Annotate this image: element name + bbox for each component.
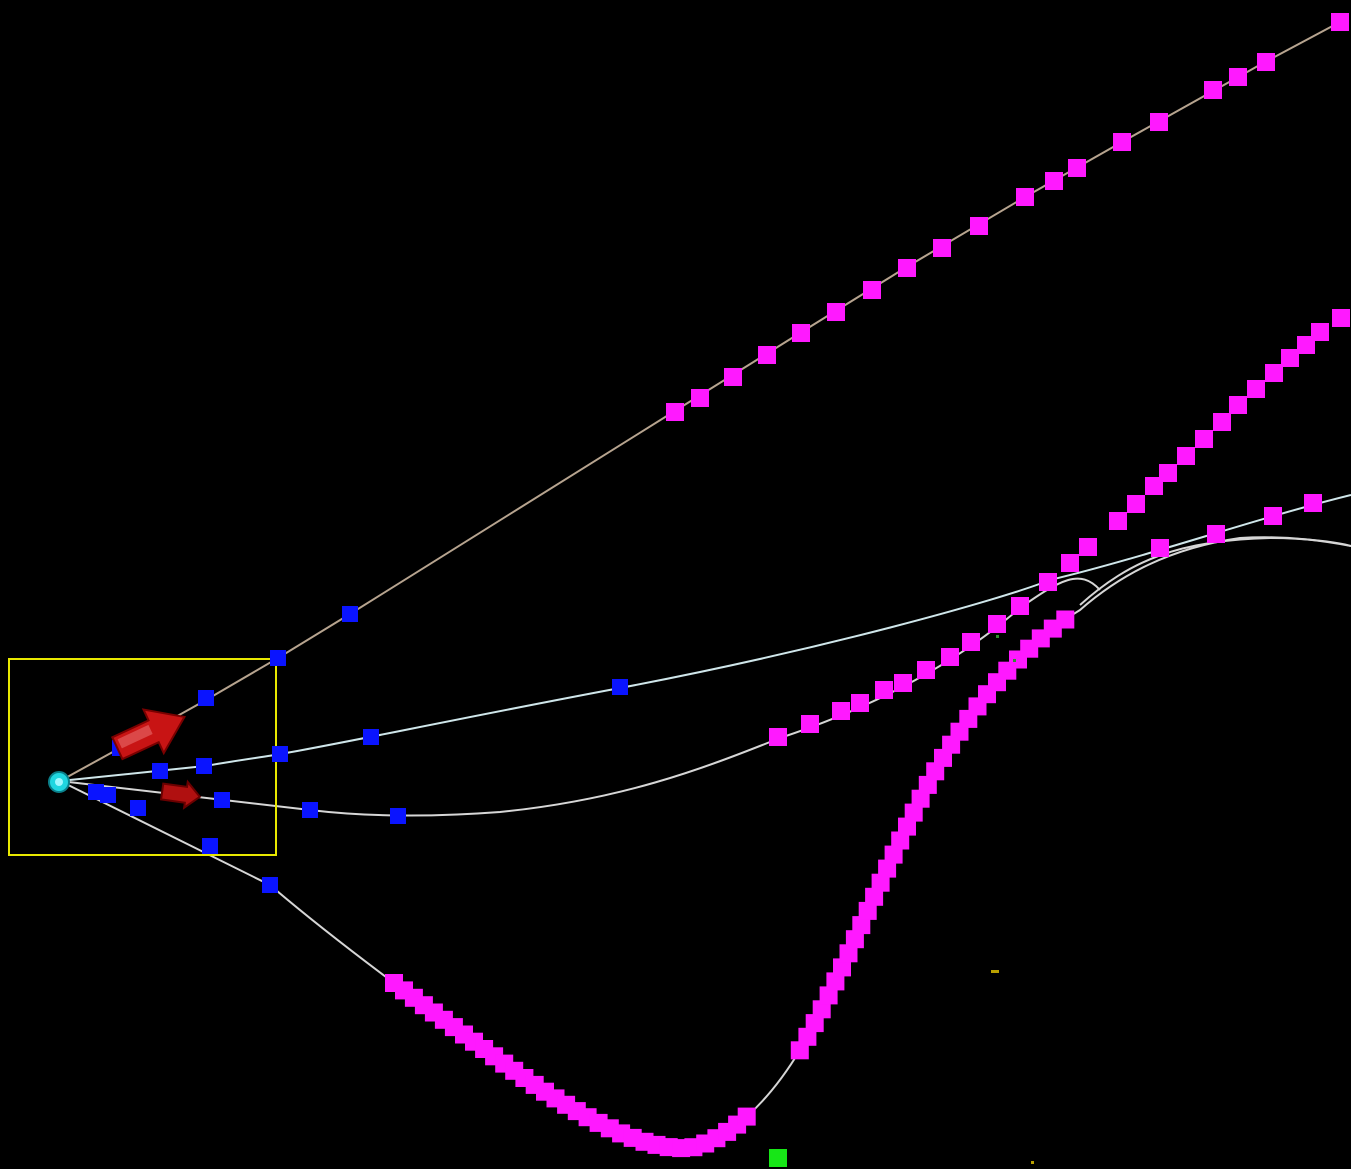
waypoint-marker-icon[interactable] (270, 650, 286, 666)
waypoint-marker-icon[interactable] (198, 690, 214, 706)
waypoint-marker-icon[interactable] (262, 877, 278, 893)
waypoint-marker-icon[interactable] (724, 368, 742, 386)
waypoint-marker-icon[interactable] (1207, 525, 1225, 543)
waypoint-marker-icon[interactable] (1109, 512, 1127, 530)
origin-marker-icon[interactable] (49, 772, 69, 792)
waypoint-marker-icon[interactable] (801, 715, 819, 733)
waypoint-marker-icon[interactable] (962, 633, 980, 651)
waypoint-marker-icon[interactable] (758, 346, 776, 364)
waypoint-marker-icon[interactable] (1068, 159, 1086, 177)
waypoint-marker-icon[interactable] (1016, 188, 1034, 206)
waypoint-marker-icon[interactable] (214, 792, 230, 808)
waypoint-marker-icon[interactable] (832, 702, 850, 720)
waypoint-marker-icon[interactable] (1264, 507, 1282, 525)
waypoint-marker-icon[interactable] (1195, 430, 1213, 448)
waypoint-marker-icon[interactable] (1113, 133, 1131, 151)
debris-speck (991, 970, 999, 973)
waypoint-marker-icon[interactable] (1332, 309, 1350, 327)
waypoint-marker-icon[interactable] (202, 838, 218, 854)
waypoint-marker-icon[interactable] (851, 694, 869, 712)
waypoint-marker-icon[interactable] (1247, 380, 1265, 398)
waypoint-marker-icon[interactable] (100, 787, 116, 803)
waypoint-marker-icon[interactable] (196, 758, 212, 774)
waypoint-marker-icon[interactable] (666, 403, 684, 421)
waypoint-marker-icon[interactable] (875, 681, 893, 699)
waypoint-marker-icon[interactable] (363, 729, 379, 745)
waypoint-marker-icon[interactable] (1331, 13, 1349, 31)
waypoint-marker-icon[interactable] (738, 1108, 756, 1126)
waypoint-marker-icon[interactable] (970, 217, 988, 235)
waypoint-marker-icon[interactable] (1151, 539, 1169, 557)
waypoint-marker-icon[interactable] (1045, 172, 1063, 190)
waypoint-marker-icon[interactable] (827, 303, 845, 321)
waypoint-marker-icon[interactable] (1061, 554, 1079, 572)
waypoint-marker-icon[interactable] (691, 389, 709, 407)
waypoint-marker-icon[interactable] (1039, 573, 1057, 591)
waypoint-marker-icon[interactable] (1229, 396, 1247, 414)
waypoint-marker-icon[interactable] (941, 648, 959, 666)
waypoint-marker-icon[interactable] (1281, 349, 1299, 367)
waypoint-marker-icon[interactable] (1177, 447, 1195, 465)
debris-speck (1013, 659, 1016, 662)
waypoint-marker-icon[interactable] (769, 728, 787, 746)
waypoint-marker-icon[interactable] (1127, 495, 1145, 513)
waypoint-marker-icon[interactable] (1159, 464, 1177, 482)
waypoint-marker-icon[interactable] (988, 615, 1006, 633)
goal-marker-icon[interactable] (769, 1149, 787, 1167)
waypoint-marker-icon[interactable] (1229, 68, 1247, 86)
debris-speck (996, 635, 999, 638)
waypoint-marker-icon[interactable] (1311, 323, 1329, 341)
waypoint-marker-icon[interactable] (898, 259, 916, 277)
waypoint-marker-icon[interactable] (272, 746, 288, 762)
waypoint-marker-icon[interactable] (1304, 494, 1322, 512)
waypoint-marker-icon[interactable] (894, 674, 912, 692)
waypoint-marker-icon[interactable] (612, 679, 628, 695)
waypoint-marker-icon[interactable] (933, 239, 951, 257)
waypoint-marker-icon[interactable] (130, 800, 146, 816)
waypoint-marker-icon[interactable] (302, 802, 318, 818)
waypoint-marker-icon[interactable] (1204, 81, 1222, 99)
waypoint-marker-icon[interactable] (863, 281, 881, 299)
waypoint-marker-icon[interactable] (792, 324, 810, 342)
debris-speck (1031, 1161, 1034, 1164)
waypoint-marker-icon[interactable] (1150, 113, 1168, 131)
waypoint-marker-icon[interactable] (1257, 53, 1275, 71)
waypoint-marker-icon[interactable] (1265, 364, 1283, 382)
waypoint-marker-icon[interactable] (1213, 413, 1231, 431)
waypoint-marker-icon[interactable] (1079, 538, 1097, 556)
waypoint-marker-icon[interactable] (1056, 611, 1074, 629)
waypoint-marker-icon[interactable] (152, 763, 168, 779)
waypoint-marker-icon[interactable] (917, 661, 935, 679)
waypoint-marker-icon[interactable] (342, 606, 358, 622)
waypoint-marker-icon[interactable] (1011, 597, 1029, 615)
waypoint-marker-icon[interactable] (390, 808, 406, 824)
